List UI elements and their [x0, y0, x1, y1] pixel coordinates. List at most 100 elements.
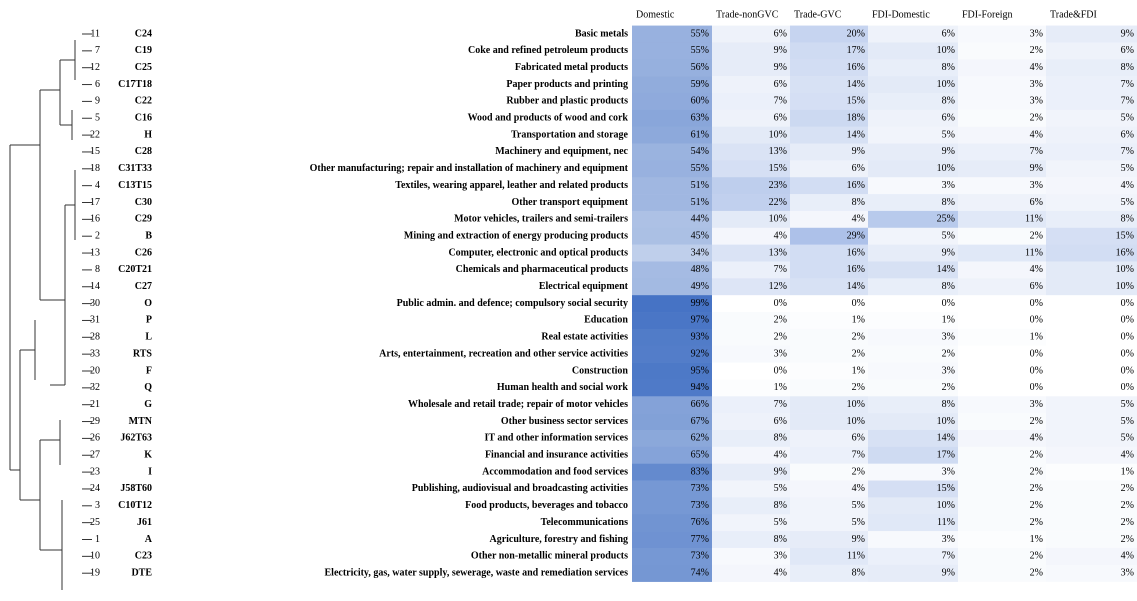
- cell-value: 2%: [1030, 567, 1043, 578]
- heat-cell: [1046, 143, 1137, 161]
- cell-value: 9%: [942, 247, 955, 258]
- cell-value: 14%: [937, 264, 955, 275]
- row-code: J58T60: [120, 483, 152, 494]
- heat-cell: [868, 261, 958, 279]
- row-number: 8: [95, 264, 100, 275]
- row-name: Other business sector services: [501, 416, 628, 427]
- cell-value: 4%: [774, 567, 787, 578]
- row-number: 10: [90, 551, 100, 562]
- cell-value: 1%: [852, 315, 865, 326]
- row-code: F: [146, 365, 152, 376]
- cell-value: 0%: [774, 298, 787, 309]
- cell-value: 8%: [942, 281, 955, 292]
- row-name: Real estate activities: [541, 332, 628, 343]
- heat-cell: [1046, 76, 1137, 94]
- heat-cell: [632, 480, 712, 498]
- heat-cell: [632, 345, 712, 363]
- row-name: Other manufacturing; repair and installa…: [310, 163, 629, 174]
- cell-value: 6%: [774, 79, 787, 90]
- heat-cell: [712, 126, 790, 144]
- heat-cell: [632, 278, 712, 296]
- cell-value: 2%: [942, 382, 955, 393]
- heat-cell: [712, 328, 790, 347]
- heat-cell: [868, 244, 958, 262]
- heat-cell: [712, 547, 790, 566]
- heat-cell: [790, 480, 868, 498]
- cell-value: 7%: [774, 264, 787, 275]
- heat-cell: [1046, 92, 1137, 111]
- row-name: Agriculture, forestry and fishing: [489, 534, 628, 545]
- heat-cell: [712, 177, 790, 195]
- row-number: 28: [90, 332, 100, 343]
- row-code: C31T33: [118, 163, 152, 174]
- cell-value: 51%: [691, 197, 709, 208]
- cell-value: 9%: [774, 466, 787, 477]
- cell-value: 2%: [1121, 517, 1134, 528]
- heat-cell: [632, 295, 712, 313]
- cell-value: 16%: [847, 264, 865, 275]
- heat-cell: [1046, 480, 1137, 498]
- heat-cell: [712, 244, 790, 262]
- row-code: C16: [135, 113, 152, 124]
- row-code: C29: [135, 214, 152, 225]
- row-code: C22: [135, 96, 152, 107]
- cell-value: 55%: [691, 163, 709, 174]
- cell-value: 0%: [1030, 365, 1043, 376]
- cell-value: 3%: [942, 466, 955, 477]
- cell-value: 16%: [1116, 247, 1134, 258]
- cell-value: 5%: [1121, 197, 1134, 208]
- cell-value: 6%: [852, 163, 865, 174]
- row-code: DTE: [131, 567, 152, 578]
- cell-value: 3%: [1030, 180, 1043, 191]
- cell-value: 54%: [691, 146, 709, 157]
- cell-value: 0%: [1121, 315, 1134, 326]
- heat-cell: [712, 143, 790, 161]
- cell-value: 10%: [847, 416, 865, 427]
- heat-cell: [958, 463, 1046, 481]
- row-code: C19: [135, 45, 152, 56]
- heat-cell: [868, 59, 958, 77]
- cell-value: 11%: [937, 517, 955, 528]
- cell-value: 1%: [1121, 466, 1134, 477]
- heat-cell: [868, 295, 958, 313]
- row-code: C10T12: [118, 500, 152, 511]
- row-number: 5: [95, 113, 100, 124]
- heat-cell: [790, 446, 868, 464]
- cell-value: 18%: [847, 113, 865, 124]
- row-number: 15: [90, 146, 100, 157]
- heat-cell: [632, 126, 712, 144]
- heat-cell: [632, 92, 712, 111]
- heat-cell: [868, 531, 958, 549]
- row-name: Food products, beverages and tobacco: [465, 500, 628, 511]
- heat-cell: [958, 109, 1046, 127]
- cell-value: 4%: [774, 450, 787, 461]
- heat-cell: [958, 429, 1046, 448]
- row-code: A: [145, 534, 153, 545]
- cell-value: 2%: [1030, 450, 1043, 461]
- heat-cell: [1046, 42, 1137, 60]
- row-number: 21: [90, 399, 100, 410]
- heat-cell: [790, 261, 868, 279]
- cell-value: 4%: [1030, 62, 1043, 73]
- heat-cell: [868, 328, 958, 347]
- cell-value: 15%: [847, 96, 865, 107]
- cell-value: 0%: [1030, 298, 1043, 309]
- cell-value: 7%: [774, 399, 787, 410]
- heat-cell: [1046, 59, 1137, 77]
- cell-value: 1%: [852, 365, 865, 376]
- row-number: 23: [90, 466, 100, 477]
- heat-cell: [958, 25, 1046, 43]
- row-code: MTN: [129, 416, 153, 427]
- heat-cell: [712, 109, 790, 127]
- cell-value: 83%: [691, 466, 709, 477]
- cell-value: 0%: [1030, 382, 1043, 393]
- heat-cell: [790, 379, 868, 397]
- cell-value: 9%: [942, 146, 955, 157]
- heat-cell: [1046, 497, 1137, 515]
- cell-value: 6%: [1121, 129, 1134, 140]
- cell-value: 7%: [1121, 96, 1134, 107]
- cell-value: 62%: [691, 433, 709, 444]
- cell-value: 6%: [774, 28, 787, 39]
- row-name: Accommodation and food services: [482, 466, 628, 477]
- cell-value: 17%: [937, 450, 955, 461]
